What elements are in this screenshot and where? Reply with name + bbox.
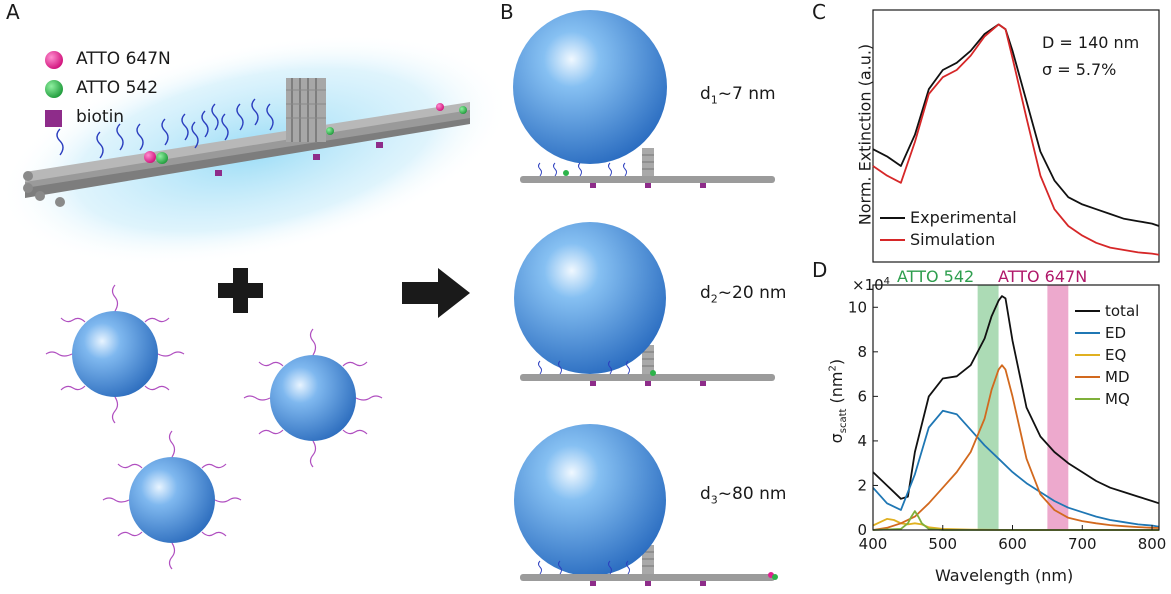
chart-d-legend-label: EQ xyxy=(1105,346,1126,364)
chart-d-ytick-label: 8 xyxy=(857,343,867,361)
size-label-d1: d1~7 nm xyxy=(700,84,776,107)
size-label-d3: d3~80 nm xyxy=(700,484,787,507)
chart-d-xtick-label: 600 xyxy=(998,535,1027,553)
chart-c-annot-d: D = 140 nm xyxy=(1042,33,1140,52)
nanoparticle-1 xyxy=(72,311,158,397)
panel-b-illustration xyxy=(513,10,778,586)
dye-pink-end xyxy=(436,103,444,111)
chart-c-series-experimental xyxy=(872,23,1160,227)
panel-label-d: D xyxy=(812,258,828,282)
dna-origami-bundle xyxy=(23,102,470,207)
chart-d-band-label-atto647n: ATTO 647N xyxy=(998,267,1088,286)
dye-green-origami xyxy=(156,152,168,164)
chart-d-legend-label: ED xyxy=(1105,324,1126,342)
chart-d-multiplier: ×104 xyxy=(852,276,891,294)
chart-d-series-total xyxy=(872,295,1160,505)
panel-label-a: A xyxy=(6,0,20,24)
nanoparticle-2 xyxy=(270,355,356,441)
panel-a-illustration xyxy=(0,33,511,570)
chart-d-ytick-label: 6 xyxy=(857,387,867,405)
chart-d-frame xyxy=(872,284,1160,531)
chart-c-series-simulation xyxy=(872,23,1160,256)
sphere-d2 xyxy=(514,222,775,386)
dye-pink-origami xyxy=(144,151,156,163)
chart-c-legend-exp: Experimental xyxy=(910,208,1017,227)
chart-d-xtick-label: 500 xyxy=(928,535,957,553)
legend-marker-biotin xyxy=(45,110,62,127)
chart-d-xtick-label: 700 xyxy=(1068,535,1097,553)
chart-c-annot-sigma: σ = 5.7% xyxy=(1042,60,1117,79)
panel-label-c: C xyxy=(812,0,826,24)
dye-green-mid xyxy=(326,127,334,135)
chart-d-band-label-atto542: ATTO 542 xyxy=(897,267,975,286)
sphere-d3 xyxy=(514,424,778,586)
legend-label-atto647n: ATTO 647N xyxy=(76,49,171,69)
chart-d-ytick-label: 0 xyxy=(857,521,867,539)
chart-d-legend-label: total xyxy=(1105,302,1139,320)
legend-marker-atto647n xyxy=(45,51,63,69)
chart-d-series-md xyxy=(872,364,1160,531)
chart-d-xtick-label: 800 xyxy=(1138,535,1167,553)
dna-strands xyxy=(56,98,274,159)
legend-label-atto542: ATTO 542 xyxy=(76,78,159,98)
nanoparticle-3 xyxy=(129,457,215,543)
chart-d-xtick-label: 400 xyxy=(859,535,888,553)
chart-c-legend-sim: Simulation xyxy=(910,230,996,249)
chart-d-ytick-label: 2 xyxy=(857,476,867,494)
ligands xyxy=(45,284,383,570)
legend-label-biotin: biotin xyxy=(76,107,125,127)
sphere-d1 xyxy=(513,10,775,188)
dna-stack xyxy=(286,78,326,142)
legend-marker-atto542 xyxy=(45,80,63,98)
chart-d-legend-label: MQ xyxy=(1105,390,1130,408)
arrow-right-icon xyxy=(402,268,470,318)
chart-d-legend-label: MD xyxy=(1105,368,1130,386)
chart-d-band-1 xyxy=(1047,285,1069,530)
chart-d-ylabel: σscatt (nm2) xyxy=(826,358,850,444)
chart-d-xlabel: Wavelength (nm) xyxy=(935,566,1074,585)
dye-green-end xyxy=(459,106,467,114)
size-label-d2: d2~20 nm xyxy=(700,283,787,306)
chart-d-series-ed xyxy=(872,409,1160,528)
plus-icon xyxy=(218,268,263,313)
panel-label-b: B xyxy=(500,0,514,24)
chart-c-frame xyxy=(872,9,1160,263)
chart-d-ytick-label: 4 xyxy=(857,432,867,450)
chart-d-ytick-label: 10 xyxy=(848,298,867,316)
